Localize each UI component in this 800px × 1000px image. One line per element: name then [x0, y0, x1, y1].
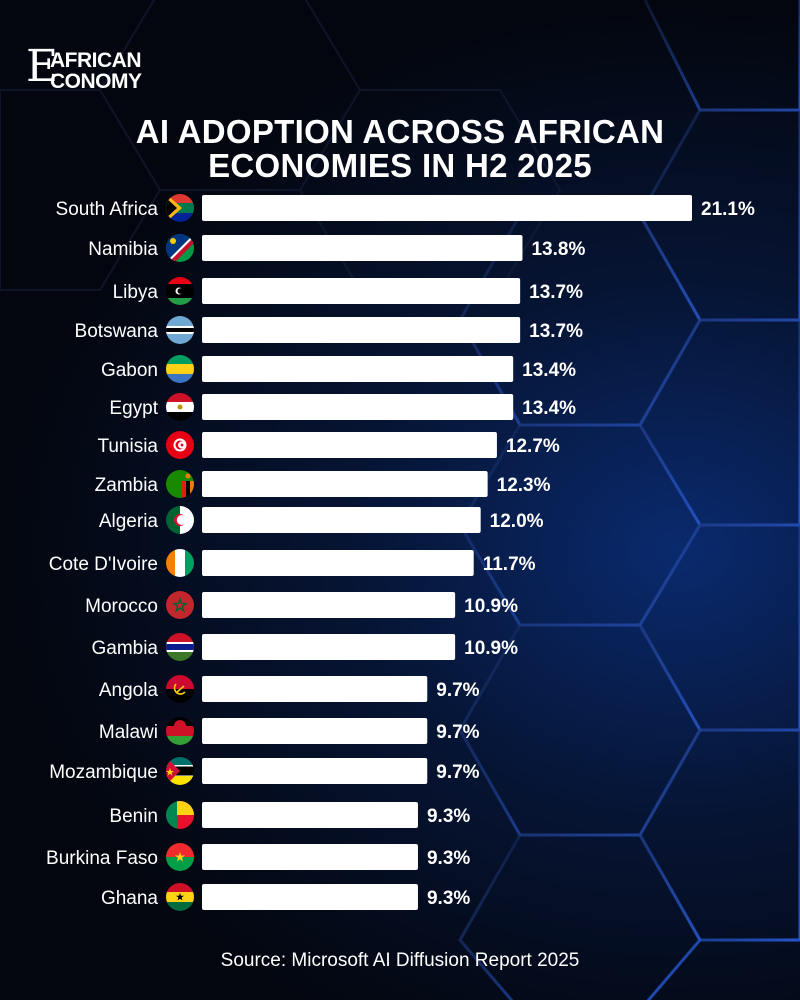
source-note: Source: Microsoft AI Diffusion Report 20… — [220, 950, 580, 971]
chart-title-line-2: ECONOMIES IN H2 2025 — [208, 147, 592, 184]
country-label: Gambia — [91, 638, 158, 659]
egypt-flag-icon — [166, 393, 194, 421]
bar — [202, 471, 488, 497]
gambia-flag-icon — [166, 633, 194, 661]
country-label: Algeria — [99, 511, 159, 532]
value-label: 9.3% — [427, 806, 470, 827]
value-label: 9.7% — [436, 680, 479, 701]
bar — [202, 507, 481, 533]
value-label: 9.7% — [436, 722, 479, 743]
country-label: Egypt — [109, 398, 158, 419]
african-economy-logo: E AFRICAN CONOMY — [26, 44, 166, 94]
country-label: Cote D'Ivoire — [49, 554, 158, 575]
country-label: Angola — [99, 680, 159, 701]
bar — [202, 592, 456, 618]
country-label: South Africa — [56, 199, 159, 220]
zambia-flag-icon — [166, 470, 194, 498]
bar — [202, 718, 428, 744]
country-label: Botswana — [75, 321, 159, 342]
angola-flag-icon — [166, 675, 194, 703]
bar — [202, 356, 514, 382]
bar — [202, 235, 523, 261]
bar — [202, 634, 456, 660]
country-label: Zambia — [95, 475, 159, 496]
bar — [202, 550, 474, 576]
country-label: Malawi — [99, 722, 158, 743]
value-label: 13.7% — [529, 321, 583, 342]
bar — [202, 802, 418, 828]
gabon-flag-icon — [166, 355, 194, 383]
mozambique-flag-icon — [166, 757, 194, 785]
chart-title-line-1: AI ADOPTION ACROSS AFRICAN — [135, 113, 665, 150]
value-label: 13.4% — [522, 398, 576, 419]
country-label: Morocco — [85, 596, 158, 617]
bar — [202, 676, 428, 702]
country-label: Benin — [109, 806, 158, 827]
country-label: Ghana — [101, 888, 158, 909]
value-label: 9.3% — [427, 888, 470, 909]
benin-flag-icon — [166, 801, 194, 829]
libya-flag-icon — [166, 277, 194, 305]
value-label: 10.9% — [464, 638, 518, 659]
value-label: 12.0% — [490, 511, 544, 532]
country-label: Mozambique — [49, 762, 158, 783]
bar — [202, 394, 514, 420]
algeria-flag-icon — [166, 506, 194, 534]
bar — [202, 278, 521, 304]
burkina-faso-flag-icon — [166, 843, 194, 871]
value-label: 9.7% — [436, 762, 479, 783]
botswana-flag-icon — [166, 316, 194, 344]
bar — [202, 432, 497, 458]
country-label: Burkina Faso — [46, 848, 158, 869]
country-label: Libya — [113, 282, 159, 303]
bar — [202, 195, 692, 221]
value-label: 9.3% — [427, 848, 470, 869]
value-label: 13.4% — [522, 360, 576, 381]
south-africa-flag-icon — [166, 194, 194, 222]
bar — [202, 844, 418, 870]
bar — [202, 317, 521, 343]
ghana-flag-icon — [166, 883, 194, 911]
country-label: Namibia — [88, 239, 158, 260]
value-label: 10.9% — [464, 596, 518, 617]
value-label: 13.8% — [531, 239, 585, 260]
malawi-flag-icon — [166, 717, 194, 745]
logo-line-2: CONOMY — [50, 70, 142, 93]
value-label: 12.7% — [506, 436, 560, 457]
logo-initial: E — [26, 41, 59, 92]
logo-line-1: AFRICAN — [50, 49, 142, 72]
country-label: Tunisia — [97, 436, 158, 457]
cote-divoire-flag-icon — [166, 549, 194, 577]
value-label: 12.3% — [497, 475, 551, 496]
tunisia-flag-icon — [166, 431, 194, 459]
morocco-flag-icon — [166, 591, 194, 619]
value-label: 13.7% — [529, 282, 583, 303]
value-label: 21.1% — [701, 199, 755, 220]
namibia-flag-icon — [166, 234, 194, 262]
bar — [202, 884, 418, 910]
value-label: 11.7% — [483, 554, 536, 575]
bar — [202, 758, 428, 784]
country-label: Gabon — [101, 360, 158, 381]
